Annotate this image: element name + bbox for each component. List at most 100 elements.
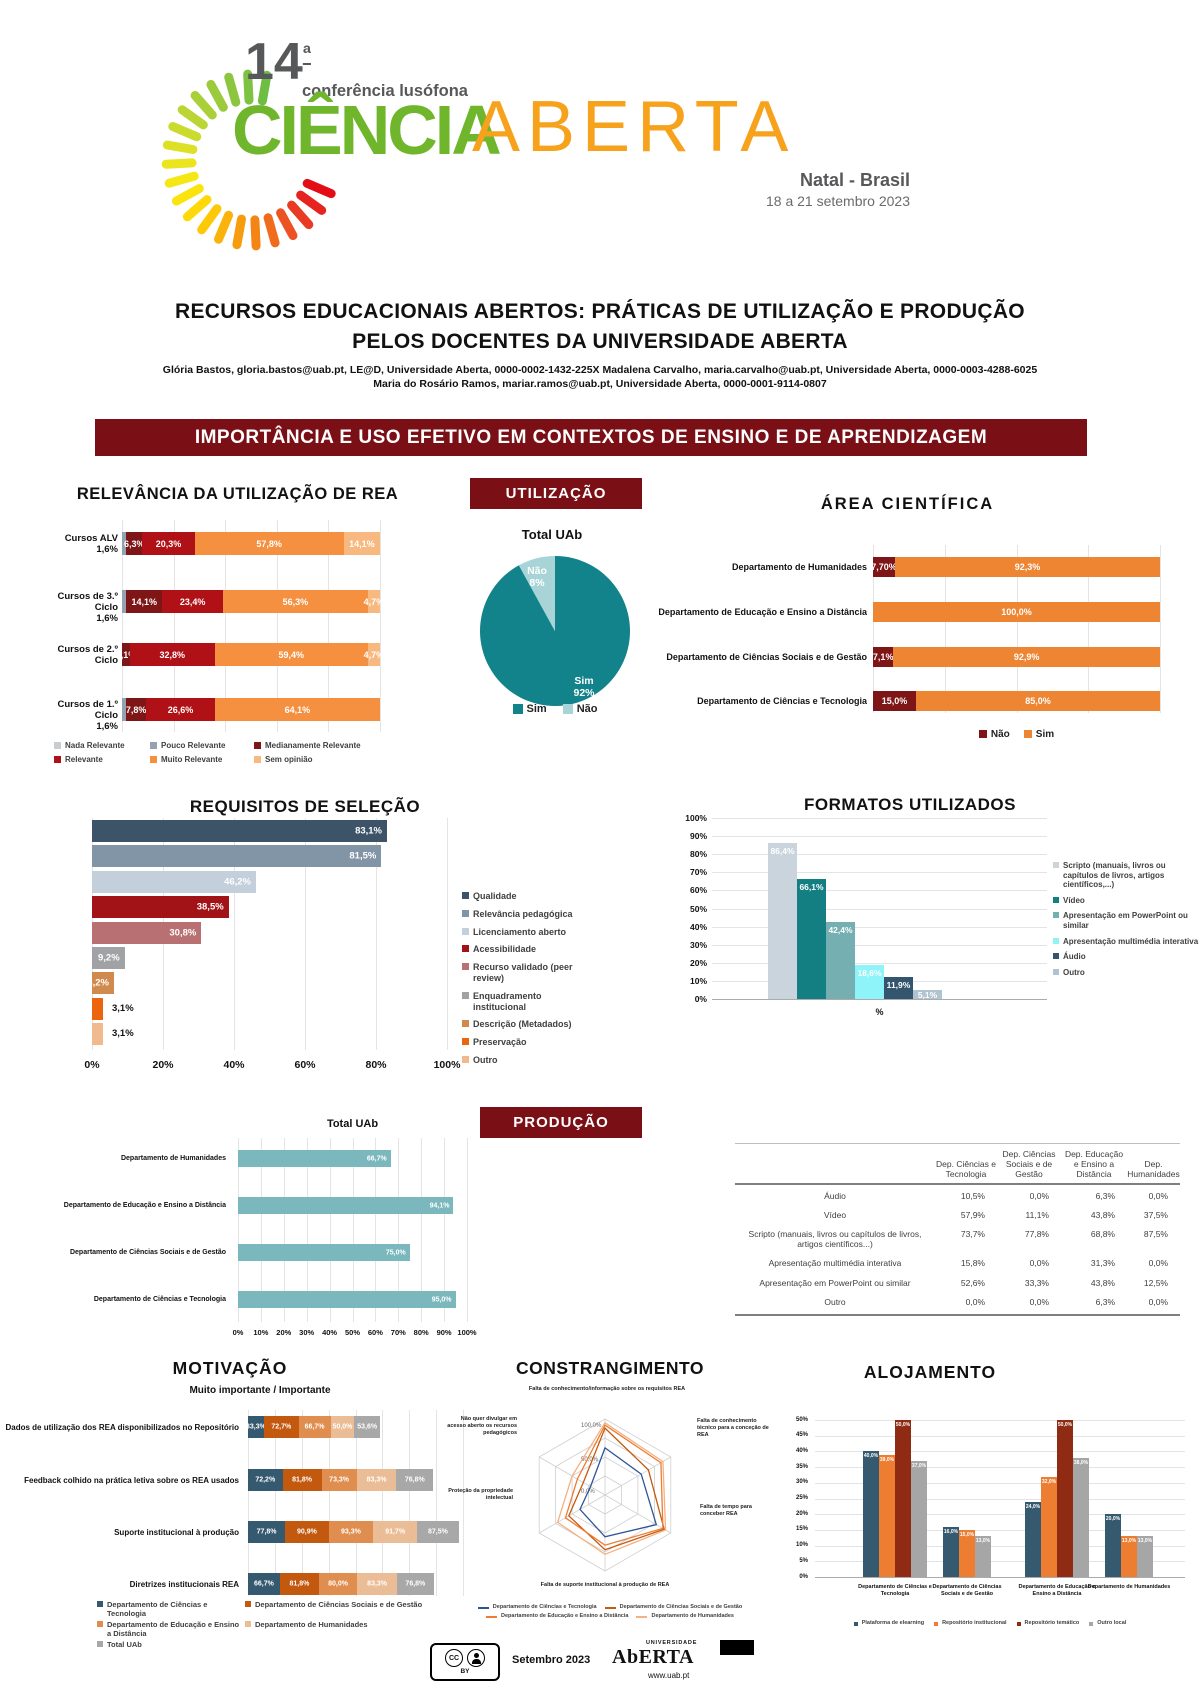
value-label: 46,2% — [224, 876, 251, 888]
legend-item: Qualidade — [462, 891, 585, 902]
bar-segment: 15,0% — [873, 691, 917, 711]
category-label: Departamento de Ciências e Tecnologia — [858, 1584, 932, 1598]
chart-plot-area: 40,0% 39,0% 50,0% 37,0% 16,0% 15,0% 13,0% 24,0%… — [815, 1420, 1185, 1578]
bar: 9,2% — [92, 947, 125, 969]
gridline — [815, 1498, 1185, 1500]
cell-value: 0,0% — [1029, 1190, 1049, 1201]
legend-swatch — [477, 1607, 489, 1609]
bar: 13,0% — [975, 1536, 991, 1577]
chart-title: CONSTRANGIMENTO — [515, 1358, 704, 1378]
value-label: 11,9% — [886, 980, 911, 991]
legend-swatch — [512, 704, 523, 714]
value-label: 32,0% — [1041, 1478, 1057, 1485]
axis-tick-label: 0% — [232, 1328, 244, 1337]
logo-arc-tick — [177, 105, 208, 130]
value-label: 76,8% — [404, 1476, 425, 1484]
value-label: 14,1% — [349, 538, 375, 549]
legend-swatch — [150, 755, 157, 763]
gridline — [329, 1138, 331, 1322]
bar-segment: 59,4% — [214, 643, 368, 666]
category-label-text: Cursos de 3.º Ciclo — [57, 591, 119, 613]
value-label: 13,0% — [975, 1538, 991, 1545]
bar: 18,6% — [855, 965, 884, 999]
category-label: Cursos ALV 1,6% — [40, 533, 118, 555]
column-header: Dep. Ciências Sociais e de Gestão — [1002, 1149, 1056, 1180]
bar-segment: 50,0% — [330, 1416, 355, 1438]
authors-line2: Maria do Rosário Ramos, mariar.ramos@uab… — [373, 378, 827, 390]
row-label: Outro — [824, 1296, 846, 1307]
chart-formatos-utilizados: FORMATOS UTILIZADOS 86,4% 66,1% 42,4% 18,6%… — [645, 795, 1200, 1030]
chart-requisitos-selecao: REQUISITOS DE SELEÇÃO 83,1% 81,5% 46,2% 38,… — [84, 795, 585, 1095]
bar: 38,5% — [92, 896, 229, 919]
gridline — [815, 1482, 1185, 1484]
value-label: 38,0% — [1073, 1459, 1089, 1466]
authors: Glória Bastos, gloria.bastos@uab.pt, LE@… — [0, 363, 1200, 391]
chart-legend: Qualidade Relevância pedagógica Licenciame… — [462, 891, 585, 1073]
stacked-bar: 6,3% 20,3% 57,8% 14,1% — [122, 532, 380, 555]
gridline — [328, 520, 330, 732]
chart-motivacao: MOTIVAÇÃO Muito importante / Importante … — [6, 1352, 480, 1649]
chart-legend: Plataforma de elearning Repositório insti… — [780, 1620, 1200, 1627]
radar-series — [556, 1421, 667, 1556]
axis-tick-label: 40% — [223, 1059, 245, 1071]
legend-item: Repositório temático — [1016, 1620, 1079, 1627]
value-label: 9,2% — [98, 952, 120, 964]
value-label: 7,70% — [871, 562, 897, 572]
value-label: 86,4% — [770, 845, 795, 856]
legend-item: Preservação — [462, 1037, 585, 1048]
gridline — [234, 818, 235, 1050]
radar-axis-label: Falta de conhecimento técnico para a con… — [697, 1418, 769, 1438]
legend-item: Acessibilidade — [462, 944, 585, 955]
bar-segment: 56,3% — [222, 590, 368, 613]
category-sublabel: 1,6% — [96, 721, 118, 732]
legend-swatch — [150, 742, 157, 749]
stacked-bar: 15,0% 85,0% — [873, 691, 1160, 711]
legend-item: Departamento de Ciências e Tecnologia — [97, 1600, 245, 1618]
legend-swatch — [245, 1601, 251, 1607]
table-corner — [735, 1144, 935, 1183]
legend-label: Scripto (manuais, livros ou capítulos de… — [1063, 861, 1166, 890]
logo-edition-ordinal: ª — [302, 40, 311, 66]
value-label: 50,0% — [1057, 1422, 1073, 1428]
bar: 32,0% — [1041, 1476, 1057, 1577]
cell-value: 43,8% — [1090, 1209, 1115, 1220]
category-label: Departamento de Ciências Sociais e de Ge… — [69, 1249, 226, 1256]
legend-item: Repositório institucional — [934, 1620, 1007, 1627]
legend-item: Apresentação em PowerPoint ou similar — [1053, 911, 1200, 930]
value-label: 59,4% — [278, 649, 304, 660]
pie-slice-nao — [518, 556, 555, 631]
legend-swatch — [245, 1621, 251, 1627]
axis-tick-label: 70% — [390, 1328, 406, 1337]
bar: 24,0% — [1025, 1501, 1041, 1577]
chart-title: Total UAb — [326, 1118, 379, 1130]
bar-segment: 92,9% — [893, 647, 1160, 667]
gridline — [712, 962, 1047, 964]
logo-arc-tick — [302, 178, 336, 199]
value-label: 56,3% — [282, 596, 309, 607]
bar-segment: 73,3% — [321, 1469, 357, 1491]
bar-segment: 81,8% — [282, 1469, 322, 1491]
value-label: 50,0% — [332, 1423, 353, 1431]
bar-segment: 32,8% — [129, 643, 215, 666]
gridline — [712, 818, 1047, 819]
bar-segment: 77,8% — [248, 1521, 286, 1543]
gridline — [1160, 545, 1161, 713]
stacked-bar: 7,8% 26,6% 64,1% — [122, 698, 380, 721]
stacked-bar: 72,2% 81,8% 73,3% 83,3% 76,8% — [248, 1469, 434, 1491]
legend-label: Relevância pedagógica — [473, 908, 573, 919]
axis-tick-label: 70% — [689, 867, 707, 878]
chart-legend: Scripto (manuais, livros ou capítulos de… — [1053, 861, 1200, 983]
legend-swatch — [462, 963, 469, 971]
category-label: Departamento de Ciências Sociais e de Ge… — [932, 1584, 1002, 1598]
slice-value: 8% — [529, 577, 545, 589]
gridline — [463, 1410, 464, 1596]
gridline — [376, 818, 377, 1050]
stacked-bar: 66,7% 81,8% 80,0% 83,3% 76,8% — [248, 1573, 434, 1595]
bar: 37,0% — [911, 1460, 927, 1577]
bar-segment: 83,3% — [356, 1469, 397, 1491]
header-rule — [735, 1182, 1180, 1185]
legend-swatch — [1053, 896, 1059, 903]
bar: 42,4% — [826, 922, 855, 999]
uab-logo: UNIVERSIDADE AbERTA www.uab.pt — [612, 1640, 832, 1688]
bar-segment: 66,7% — [298, 1416, 331, 1438]
